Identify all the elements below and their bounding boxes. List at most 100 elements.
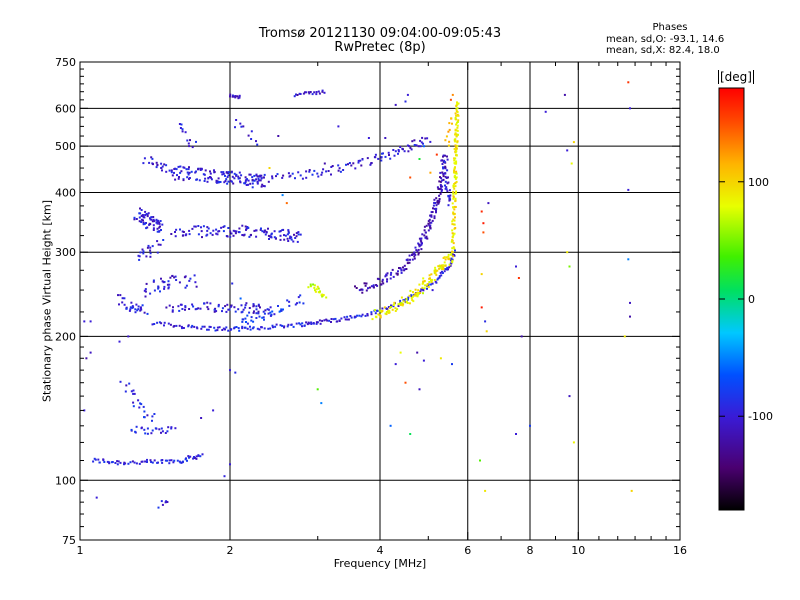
echo-point — [454, 182, 457, 185]
echo-point — [361, 291, 364, 294]
echo-point — [214, 329, 217, 332]
echo-point — [130, 301, 133, 304]
echo-point — [336, 320, 339, 323]
echo-point — [255, 229, 258, 232]
colorbar-tick-label: -100 — [748, 410, 773, 423]
echo-point — [442, 172, 445, 175]
echo-point — [418, 158, 421, 160]
echo-point — [350, 316, 353, 319]
echo-point — [246, 178, 248, 181]
echo-point — [149, 249, 152, 252]
echo-point — [298, 301, 301, 304]
echo-point — [252, 303, 255, 306]
echo-point — [258, 315, 261, 318]
y-tick-label: 600 — [55, 102, 76, 115]
echo-point — [402, 148, 404, 151]
echo-point — [261, 230, 264, 233]
echo-point — [125, 307, 128, 310]
echo-point — [297, 231, 300, 234]
echo-point — [313, 169, 316, 172]
echo-point — [160, 427, 163, 430]
echo-point — [145, 227, 148, 230]
echo-point — [192, 457, 195, 460]
echo-point — [454, 150, 457, 153]
echo-point — [247, 226, 250, 229]
echo-point — [403, 299, 406, 302]
echo-point — [454, 185, 457, 188]
echo-point — [200, 168, 203, 171]
echo-point — [377, 313, 380, 316]
echo-point — [387, 306, 390, 308]
echo-point — [451, 93, 454, 96]
echo-point — [179, 171, 182, 174]
echo-point — [119, 380, 122, 383]
echo-point — [417, 248, 420, 251]
echo-point — [455, 133, 458, 136]
echo-point — [440, 268, 443, 271]
echo-point — [439, 176, 441, 179]
echo-point — [376, 309, 379, 312]
echo-point — [314, 290, 317, 293]
echo-point — [230, 180, 233, 183]
echo-point — [140, 221, 143, 223]
echo-point — [143, 410, 146, 413]
echo-point — [444, 165, 447, 168]
echo-point — [106, 460, 109, 463]
echo-point — [427, 285, 430, 288]
echo-point — [167, 426, 170, 429]
echo-point — [387, 151, 390, 154]
echo-point — [181, 327, 183, 330]
echo-point — [453, 254, 455, 256]
echo-point — [244, 180, 247, 183]
echo-point — [447, 255, 450, 258]
echo-point — [153, 413, 156, 415]
echo-point — [185, 168, 188, 171]
echo-point — [405, 301, 408, 304]
echo-point — [303, 324, 306, 327]
echo-point — [201, 325, 204, 328]
echo-point — [267, 327, 270, 330]
echo-point — [256, 143, 259, 146]
echo-point — [444, 264, 447, 267]
echo-point — [170, 233, 173, 235]
echo-point — [151, 157, 154, 160]
echo-point — [423, 287, 426, 290]
echo-point — [426, 283, 429, 285]
echo-point — [165, 306, 168, 309]
echo-point — [454, 175, 456, 178]
colorbar-tick-label: 100 — [748, 176, 769, 189]
echo-point — [279, 324, 282, 327]
echo-point — [267, 227, 269, 230]
echo-point — [434, 266, 437, 269]
echo-point — [146, 414, 149, 417]
echo-point — [208, 325, 211, 328]
echo-point — [173, 276, 176, 279]
echo-point — [191, 303, 194, 306]
echo-point — [446, 190, 449, 193]
echo-point — [409, 146, 412, 149]
echo-point — [229, 179, 232, 182]
echo-point — [271, 177, 274, 180]
echo-point — [270, 232, 273, 235]
echo-point — [238, 94, 241, 97]
echo-point — [95, 496, 98, 499]
echo-point — [264, 309, 267, 312]
echo-point — [197, 225, 200, 227]
echo-point — [453, 208, 456, 211]
echo-point — [257, 304, 260, 307]
echo-point — [343, 316, 346, 319]
echo-point — [159, 220, 162, 222]
echo-point — [283, 234, 285, 237]
echo-point — [151, 323, 154, 326]
echo-point — [156, 222, 159, 225]
echo-point — [192, 305, 195, 308]
colorbar-tick-label: 0 — [748, 293, 755, 306]
echo-point — [442, 264, 445, 267]
echo-point — [627, 258, 630, 261]
echo-point — [293, 95, 296, 98]
echo-point — [94, 458, 97, 461]
echo-point — [439, 265, 442, 268]
echo-point — [251, 178, 254, 181]
echo-point — [174, 167, 177, 170]
echo-point — [169, 276, 172, 279]
